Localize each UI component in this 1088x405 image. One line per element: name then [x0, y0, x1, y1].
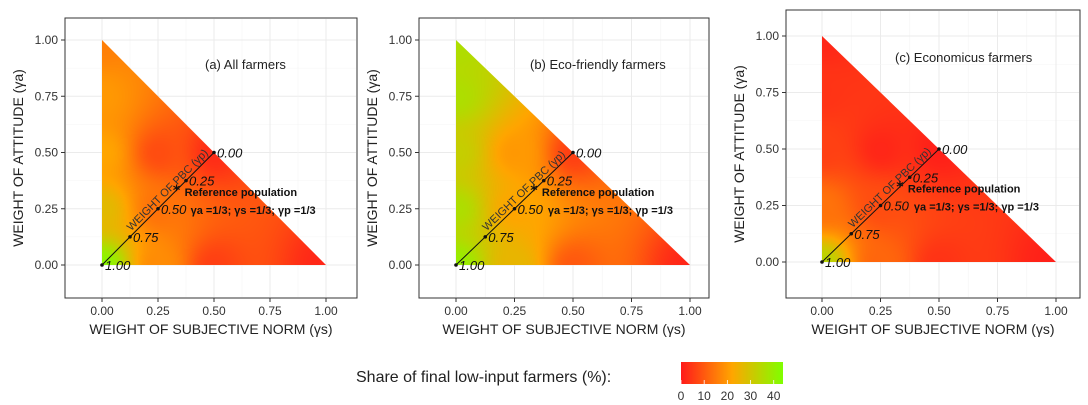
panel-title: (a) All farmers [205, 57, 286, 72]
legend-tick-label: 30 [744, 389, 758, 403]
x-tick-label: 1.00 [678, 304, 702, 318]
y-tick-label: 1.00 [35, 33, 59, 47]
axes: 0.00 0.25 0.50 0.75 1.000.000.250.500.751.00… [731, 29, 1068, 337]
pbc-tick-label: 0.75 [133, 230, 159, 245]
y-tick-label: 0.50 [756, 142, 780, 156]
x-tick-label: 0.00 [90, 304, 114, 318]
y-axis-title: WEIGHT OF ATTITUDE (γa) [10, 69, 26, 247]
pbc-tick-dot [156, 206, 160, 211]
reference-point: * Reference population γa =1/3; γs =1/3; γ… [530, 183, 673, 217]
y-tick-label: 0.50 [35, 146, 59, 160]
x-tick-label: 1.00 [314, 304, 338, 318]
pbc-tick-dot [907, 175, 912, 180]
pbc-tick-dot [512, 206, 517, 211]
pbc-tick-label: 0.50 [161, 202, 187, 217]
legend-tick-label: 0 [678, 389, 685, 403]
y-tick-label: 0.75 [756, 86, 780, 100]
x-tick-label: 1.00 [1044, 304, 1068, 318]
pbc-tick-dot [483, 235, 488, 239]
y-tick-label: 0.75 [389, 89, 413, 103]
axes: 0.00 0.25 0.50 0.75 1.000.000.250.500.751.00… [10, 33, 338, 337]
pbc-tick-dot [937, 147, 941, 151]
pbc-tick-dot [212, 150, 216, 155]
pbc-tick-dot [849, 231, 854, 236]
reference-label: Reference population [908, 184, 1021, 196]
axes: 0.00 0.25 0.50 0.75 1.000.000.250.500.751.00… [364, 33, 702, 337]
legend-title: Share of final low-input farmers (%): [356, 369, 611, 386]
pbc-tick-label: 0.50 [884, 199, 910, 214]
x-tick-label: 0.25 [146, 304, 170, 318]
pbc-tick-label: 0.00 [576, 146, 602, 161]
x-axis-title: WEIGHT OF SUBJECTIVE NORM (γs) [442, 321, 685, 337]
pbc-tick-dot [454, 263, 458, 267]
y-tick-label: 0.75 [35, 89, 59, 103]
y-tick-label: 0.25 [389, 202, 413, 216]
pbc-tick-label: 0.00 [942, 142, 968, 157]
reference-point: * Reference population γa =1/3; γs =1/3; γ… [896, 180, 1039, 214]
pbc-tick-dot [100, 263, 104, 267]
reference-label: Reference population [185, 187, 298, 199]
y-tick-label: 1.00 [756, 29, 780, 43]
pbc-tick-dot [128, 235, 132, 239]
x-tick-label: 0.75 [258, 304, 282, 318]
x-tick-label: 0.00 [810, 304, 834, 318]
x-axis-title: WEIGHT OF SUBJECTIVE NORM (γs) [811, 321, 1054, 337]
x-tick-label: 0.25 [503, 304, 527, 318]
x-tick-label: 0.00 [444, 304, 468, 318]
y-tick-label: 1.00 [389, 33, 413, 47]
x-tick-label: 0.50 [202, 304, 226, 318]
reference-label: Reference population [542, 187, 655, 199]
pbc-tick-label: 0.50 [518, 202, 544, 217]
y-axis-title: WEIGHT OF ATTITUDE (γa) [364, 69, 380, 247]
y-tick-label: 0.25 [756, 199, 780, 213]
pbc-tick-label: 1.00 [825, 255, 851, 270]
reference-sublabel: γa =1/3; γs =1/3; γp =1/3 [191, 205, 316, 217]
pbc-tick-label: 0.25 [189, 174, 215, 189]
y-tick-label: 0.50 [389, 146, 413, 160]
x-tick-label: 0.50 [927, 304, 951, 318]
y-axis-title: WEIGHT OF ATTITUDE (γa) [731, 65, 747, 243]
legend-tick-label: 10 [698, 389, 712, 403]
panel-c: 0.00 0.25 0.50 0.75 1.000.000.250.500.751.00… [731, 9, 1081, 337]
y-tick-label: 0.25 [35, 202, 59, 216]
pbc-tick-dot [571, 150, 575, 155]
pbc-tick-label: 0.25 [547, 174, 573, 189]
reference-sublabel: γa =1/3; γs =1/3; γp =1/3 [548, 205, 673, 217]
panel-title: (b) Eco-friendly farmers [530, 57, 666, 72]
pbc-tick-label: 0.75 [488, 230, 514, 245]
y-tick-label: 0.00 [756, 255, 780, 269]
panel-b: 0.00 0.25 0.50 0.75 1.000.000.250.500.751.00… [364, 17, 710, 337]
pbc-tick-dot [184, 178, 188, 183]
y-tick-label: 0.00 [389, 258, 413, 272]
reference-star-marker: * [896, 180, 904, 196]
x-tick-label: 0.25 [869, 304, 893, 318]
pbc-tick-label: 0.00 [217, 146, 243, 161]
y-tick-label: 0.00 [35, 258, 59, 272]
reference-star-marker: * [173, 183, 181, 199]
panel-title: (c) Economicus farmers [895, 50, 1033, 65]
pbc-tick-label: 1.00 [459, 258, 485, 273]
pbc-tick-dot [820, 260, 824, 264]
pbc-tick-label: 0.25 [913, 170, 939, 185]
x-tick-label: 0.75 [986, 304, 1010, 318]
x-axis-title: WEIGHT OF SUBJECTIVE NORM (γs) [89, 321, 332, 337]
pbc-tick-dot [541, 178, 546, 183]
legend-tick-label: 40 [767, 389, 781, 403]
pbc-tick-label: 0.75 [854, 227, 880, 242]
reference-sublabel: γa =1/3; γs =1/3; γp =1/3 [914, 202, 1039, 214]
legend-tick-label: 20 [721, 389, 735, 403]
reference-star-marker: * [530, 183, 538, 199]
reference-point: * Reference population γa =1/3; γs =1/3; γ… [173, 183, 316, 217]
x-tick-label: 0.75 [620, 304, 644, 318]
panel-a: 0.00 0.25 0.50 0.75 1.000.000.250.500.751.00… [10, 17, 358, 337]
x-tick-label: 0.50 [561, 304, 585, 318]
pbc-tick-label: 1.00 [105, 258, 131, 273]
pbc-tick-dot [878, 203, 883, 208]
legend-color-bar [681, 362, 783, 384]
